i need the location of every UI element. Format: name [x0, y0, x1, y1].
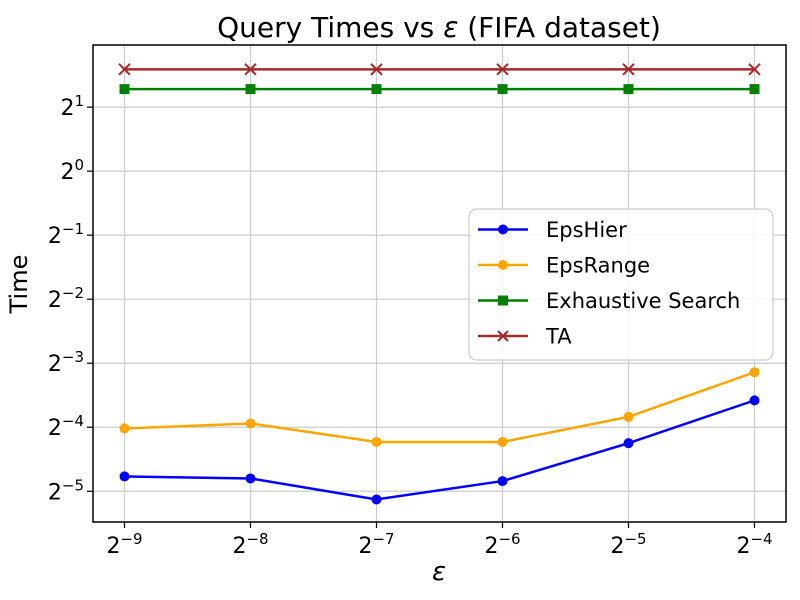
x-tick-label: 2−5 [610, 530, 646, 559]
legend-label: EpsRange [546, 254, 650, 278]
marker-circle [498, 260, 508, 270]
legend-label: TA [545, 325, 572, 349]
chart-title: Query Times vs ε (FIFA dataset) [217, 11, 661, 44]
marker-x [497, 330, 509, 342]
x-tick-label: 2−6 [484, 530, 520, 559]
marker-x [370, 63, 383, 76]
y-tick-label: 2−5 [48, 476, 84, 505]
x-tick-label: 2−7 [358, 530, 394, 559]
marker-circle [749, 395, 760, 406]
marker-square [497, 84, 508, 95]
marker-circle [119, 471, 130, 482]
legend: EpsHier EpsRange Exhaustive Search TA [468, 208, 774, 361]
legend-entry-exhaustive-search: Exhaustive Search [478, 289, 740, 313]
marker-x [748, 63, 761, 76]
y-tick-label: 21 [60, 92, 84, 121]
series-epsrange [119, 367, 760, 447]
marker-x [496, 63, 509, 76]
legend-entry-epshier: EpsHier [478, 218, 627, 242]
y-tick-label: 20 [60, 156, 84, 185]
marker-circle [497, 436, 508, 447]
legend-label: EpsHier [546, 218, 627, 242]
marker-circle [749, 367, 760, 378]
marker-circle [119, 423, 130, 434]
x-tick-label: 2−9 [106, 530, 142, 559]
series-line [124, 371, 755, 444]
marker-circle [498, 224, 508, 235]
marker-square [371, 84, 382, 95]
legend-entry-epsrange: EpsRange [478, 254, 650, 278]
marker-circle [623, 411, 634, 422]
marker-square [623, 84, 634, 95]
y-tick-label: 2−1 [48, 220, 84, 249]
x-tick-label: 2−4 [736, 530, 772, 559]
marker-square [498, 295, 508, 306]
marker-x [622, 63, 635, 76]
y-tick-label: 2−2 [48, 284, 84, 313]
series-layer [118, 63, 761, 505]
legend-entry-ta: TA [478, 325, 572, 349]
series-ta [118, 63, 761, 76]
x-axis-label: ε [432, 557, 446, 587]
y-tick-label: 2−3 [48, 348, 84, 377]
axes-layer: 2−9 2−8 2−7 2−6 2−5 2−4 21 20 2−1 2−2 2−3 2−4 2−5 [48, 44, 787, 559]
marker-square [119, 84, 130, 95]
marker-x [244, 63, 257, 76]
marker-circle [371, 436, 382, 447]
plot-border [92, 44, 787, 523]
y-tick-label: 2−4 [48, 412, 84, 441]
marker-circle [497, 476, 508, 487]
marker-circle [245, 473, 256, 484]
marker-circle [245, 418, 256, 429]
series-line [124, 399, 755, 501]
series-exhaustive-search [119, 84, 760, 95]
marker-circle [371, 494, 382, 505]
x-tick-label: 2−8 [232, 530, 268, 559]
marker-circle [623, 438, 634, 449]
marker-square [749, 84, 760, 95]
marker-x [118, 63, 131, 76]
y-axis-label: Time [5, 255, 33, 315]
series-epshier [119, 395, 760, 505]
legend-label: Exhaustive Search [546, 289, 740, 313]
marker-square [245, 84, 256, 95]
legend-box [468, 208, 774, 361]
